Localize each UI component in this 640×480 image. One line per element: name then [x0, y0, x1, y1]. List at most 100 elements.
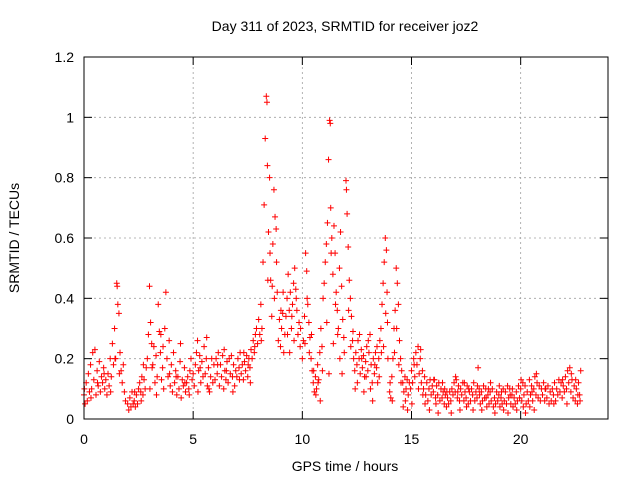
data-point: [148, 340, 155, 347]
data-point: [270, 186, 277, 193]
data-point: [177, 358, 184, 365]
data-point: [219, 352, 226, 359]
data-point: [542, 385, 549, 392]
data-point: [149, 364, 156, 371]
data-point: [436, 397, 443, 404]
data-point: [353, 361, 360, 368]
data-point: [451, 379, 458, 386]
data-point: [380, 343, 387, 350]
data-point: [398, 367, 405, 374]
data-point: [146, 385, 153, 392]
x-axis-ticks: 0 5 10 15 20: [80, 57, 529, 447]
data-point: [230, 361, 237, 368]
data-point: [251, 343, 258, 350]
data-point: [177, 340, 184, 347]
data-point: [262, 135, 269, 142]
data-point: [491, 394, 498, 401]
x-tick-label: 15: [404, 431, 420, 447]
data-point: [231, 382, 238, 389]
data-point: [352, 385, 359, 392]
data-point: [563, 385, 570, 392]
data-point: [393, 265, 400, 272]
data-point: [149, 361, 156, 368]
chart-title: Day 311 of 2023, SRMTID for receiver joz…: [212, 18, 479, 34]
data-point: [388, 373, 395, 380]
data-point: [398, 379, 405, 386]
data-point: [248, 346, 255, 353]
data-point: [562, 373, 569, 380]
data-point: [483, 394, 490, 401]
x-tick-label: 0: [80, 431, 88, 447]
data-point: [82, 400, 89, 407]
data-point: [471, 397, 478, 404]
data-point: [498, 388, 505, 395]
data-point: [457, 385, 464, 392]
data-point: [365, 349, 372, 356]
data-point: [408, 367, 415, 374]
data-point: [343, 177, 349, 184]
data-point: [90, 376, 97, 383]
data-point: [563, 400, 570, 407]
data-point: [165, 373, 172, 380]
data-point: [376, 337, 383, 344]
data-point: [461, 379, 468, 386]
data-point: [412, 349, 419, 356]
data-point: [336, 265, 343, 272]
data-point: [144, 355, 151, 362]
data-point: [220, 385, 227, 392]
data-point: [166, 337, 173, 344]
data-point: [439, 379, 446, 386]
data-point: [87, 394, 94, 401]
data-point: [374, 343, 381, 350]
data-point: [371, 370, 378, 377]
data-point: [285, 271, 292, 278]
data-point: [192, 361, 199, 368]
data-point: [408, 400, 415, 407]
data-point: [477, 400, 484, 407]
data-point: [202, 370, 209, 377]
data-point: [448, 385, 455, 392]
data-point: [138, 373, 145, 380]
data-point: [571, 382, 578, 389]
data-point: [377, 325, 384, 332]
data-point: [312, 391, 319, 398]
data-point: [246, 364, 253, 371]
data-point: [221, 346, 228, 353]
data-point: [314, 361, 321, 368]
data-point: [500, 385, 507, 392]
data-point: [205, 364, 212, 371]
data-point: [430, 388, 437, 395]
data-point: [299, 355, 306, 362]
data-point: [304, 301, 311, 308]
data-point: [392, 307, 399, 314]
data-point: [336, 355, 343, 362]
data-point: [242, 367, 249, 374]
data-point: [452, 373, 459, 380]
data-point: [213, 355, 220, 362]
data-point: [574, 400, 581, 407]
data-point: [181, 379, 188, 386]
data-point: [492, 400, 499, 407]
data-point: [319, 367, 326, 374]
data-point: [293, 295, 300, 302]
data-point: [146, 283, 153, 290]
data-point: [560, 382, 567, 389]
data-point: [513, 406, 520, 413]
data-point: [154, 373, 161, 380]
data-point: [186, 367, 193, 374]
data-point: [256, 331, 263, 338]
data-point: [323, 319, 330, 326]
data-point: [258, 325, 265, 332]
data-point: [263, 93, 270, 100]
data-point: [328, 250, 335, 257]
data-point: [269, 283, 276, 290]
data-point: [419, 367, 426, 374]
data-point: [443, 403, 450, 410]
data-point: [228, 352, 235, 359]
data-point: [364, 367, 371, 374]
data-point: [363, 373, 370, 380]
data-point: [260, 259, 267, 266]
data-point: [272, 213, 279, 220]
data-point: [184, 373, 191, 380]
data-point: [395, 301, 402, 308]
